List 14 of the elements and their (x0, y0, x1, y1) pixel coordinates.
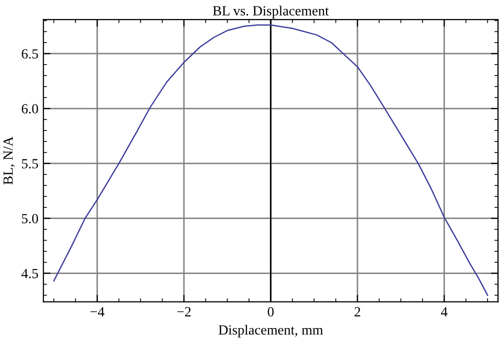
chart-title: BL vs. Displacement (212, 6, 329, 18)
x-tick-label: −2 (177, 307, 191, 316)
y-axis-title: BL, N/A (4, 136, 15, 185)
line-series (53, 24, 488, 296)
x-tick-label: 0 (268, 307, 274, 316)
x-axis-title: Displacement, mm (218, 324, 323, 338)
y-tick-label: 4.5 (21, 268, 38, 278)
y-tick-label: 5.0 (22, 214, 38, 224)
y-tick-label: 5.5 (22, 159, 38, 168)
x-tick-label: 4 (441, 307, 448, 316)
x-tick-label: −4 (90, 307, 104, 316)
x-tick-label: 2 (354, 307, 360, 316)
y-tick-label: 6.0 (22, 104, 38, 114)
y-tick-label: 6.5 (22, 49, 38, 59)
